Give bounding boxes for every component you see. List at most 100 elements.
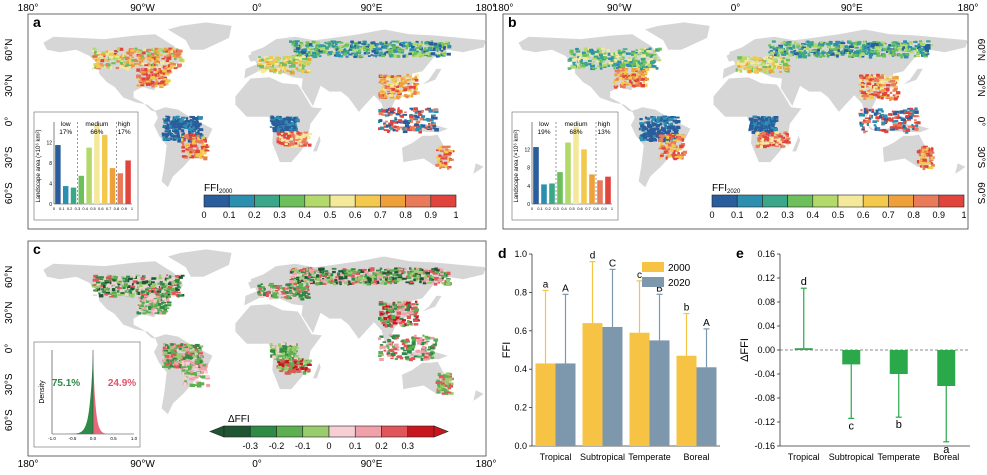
forest-pixel (381, 95, 383, 97)
forest-pixel (650, 61, 655, 64)
forest-pixel (117, 287, 122, 289)
forest-pixel (150, 300, 154, 302)
colorbar-tick-label: 0.6 (857, 210, 870, 220)
forest-pixel (633, 80, 635, 82)
forest-pixel (895, 120, 899, 123)
forest-pixel (614, 73, 617, 76)
forest-pixel (663, 117, 667, 120)
colorbar-swatch (330, 195, 355, 207)
forest-pixel (774, 131, 779, 133)
inset-bar (125, 160, 130, 204)
forest-pixel (753, 56, 757, 60)
inset-bar (565, 143, 571, 205)
forest-pixel (136, 63, 140, 65)
forest-pixel (604, 56, 607, 58)
colorbar-tick-label: 0.9 (425, 210, 438, 220)
forest-pixel (177, 353, 182, 356)
forest-pixel (679, 145, 684, 149)
forest-pixel (420, 118, 423, 121)
forest-pixel (302, 56, 306, 58)
forest-pixel (320, 47, 323, 50)
forest-pixel (648, 54, 652, 57)
forest-pixel (643, 136, 647, 139)
forest-pixel (386, 51, 388, 53)
forest-pixel (766, 64, 770, 66)
forest-pixel (270, 126, 272, 128)
forest-pixel (776, 143, 779, 145)
forest-pixel (923, 167, 926, 170)
inset-x-tick: 0.6 (98, 206, 104, 211)
forest-pixel (289, 41, 294, 43)
forest-pixel (890, 114, 893, 116)
forest-pixel (268, 59, 272, 61)
colorbar-tick-label: 1 (453, 210, 458, 220)
forest-pixel (190, 384, 194, 387)
forest-pixel (881, 89, 885, 92)
forest-pixel (763, 145, 767, 148)
forest-pixel (164, 48, 168, 51)
forest-pixel (911, 124, 913, 126)
forest-pixel (770, 56, 772, 58)
inset-x-tick: 0.3 (75, 206, 81, 211)
forest-pixel (854, 45, 856, 47)
forest-pixel (144, 296, 148, 298)
forest-pixel (126, 63, 129, 66)
forest-pixel (873, 91, 877, 94)
forest-pixel (292, 346, 296, 349)
forest-pixel (193, 384, 195, 387)
forest-pixel (135, 275, 140, 277)
forest-pixel (612, 64, 616, 67)
forest-pixel (131, 287, 135, 290)
forest-pixel (625, 70, 627, 73)
forest-pixel (773, 59, 778, 62)
forest-pixel (381, 108, 383, 110)
colorbar-swatch (355, 195, 380, 207)
forest-pixel (290, 56, 294, 59)
inset-bar (581, 149, 587, 204)
forest-pixel (439, 44, 442, 47)
forest-pixel (151, 81, 155, 84)
forest-pixel (912, 48, 916, 50)
forest-pixel (403, 55, 405, 58)
forest-pixel (318, 54, 320, 56)
forest-pixel (290, 142, 294, 145)
forest-pixel (156, 286, 159, 288)
forest-pixel (772, 40, 776, 42)
forest-pixel (299, 57, 302, 60)
forest-pixel (879, 44, 883, 47)
forest-pixel (600, 48, 605, 50)
forest-pixel (413, 107, 418, 110)
forest-pixel (156, 61, 158, 63)
forest-pixel (326, 43, 331, 45)
forest-pixel (285, 126, 288, 129)
inset-x-tick: 0.7 (585, 206, 591, 211)
forest-pixel (895, 44, 898, 46)
forest-pixel (641, 58, 646, 61)
forest-pixel (315, 41, 320, 44)
forest-pixel (609, 62, 613, 64)
forest-pixel (197, 372, 200, 374)
forest-pixel (634, 54, 639, 56)
forest-pixel (151, 66, 156, 68)
forest-pixel (177, 49, 181, 52)
forest-pixel (270, 56, 274, 59)
forest-pixel (922, 148, 926, 150)
forest-pixel (307, 62, 311, 64)
forest-pixel (393, 78, 397, 80)
forest-pixel (192, 375, 195, 377)
forest-pixel (141, 62, 144, 65)
forest-pixel (257, 63, 262, 65)
forest-pixel (814, 43, 816, 45)
forest-pixel (138, 304, 140, 306)
forest-pixel (774, 120, 778, 122)
panel-b-lat-ticks: 60°N30°N0°30°S60°S (975, 39, 986, 205)
forest-pixel (160, 295, 164, 298)
forest-pixel (141, 308, 146, 310)
forest-pixel (864, 47, 867, 50)
forest-pixel (300, 143, 303, 145)
forest-pixel (178, 294, 180, 297)
forest-pixel (351, 44, 353, 47)
forest-pixel (195, 361, 199, 365)
